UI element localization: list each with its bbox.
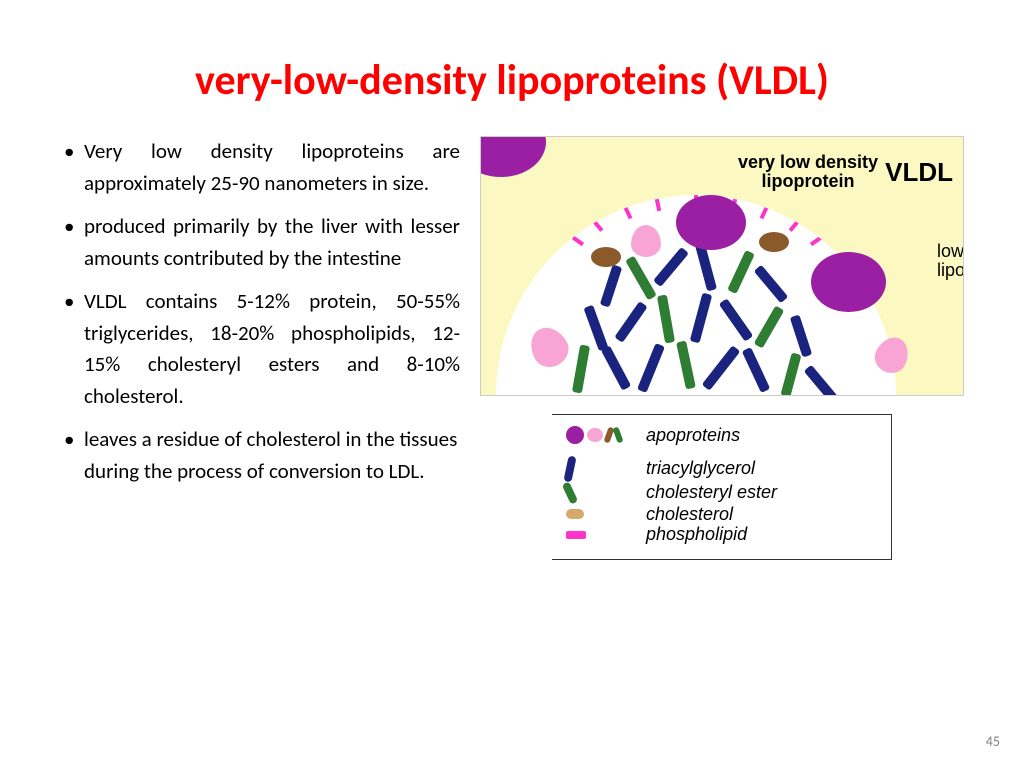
legend-label: apoproteins	[646, 425, 740, 446]
diagram-label-main: very low density lipoprotein	[738, 153, 878, 191]
legend-item: triacylglycerol	[566, 456, 877, 482]
legend-swatch	[566, 426, 636, 444]
legend-item: apoproteins	[566, 425, 877, 446]
diagram-label-abbr: VLDL	[885, 157, 953, 188]
slide-title: very-low-density lipoproteins (VLDL)	[60, 55, 964, 106]
diagram-label-line: lipo	[937, 260, 964, 280]
list-item: VLDL contains 5-12% protein, 50-55% trig…	[60, 286, 460, 412]
legend-item: cholesteryl ester	[566, 482, 877, 504]
apoprotein-shape	[591, 247, 621, 267]
slide: very-low-density lipoproteins (VLDL) Ver…	[0, 0, 1024, 768]
figure-column: very low density lipoprotein VLDL low li…	[480, 136, 964, 560]
legend-item: phospholipid	[566, 524, 877, 545]
legend-label: phospholipid	[646, 524, 747, 545]
legend-label: cholesterol	[646, 504, 733, 525]
diagram-label-side: low lipo	[937, 242, 964, 280]
list-item: leaves a residue of cholesterol in the t…	[60, 424, 460, 487]
list-item: produced primarily by the liver with les…	[60, 211, 460, 274]
bullet-list: Very low density lipoproteins are approx…	[60, 136, 460, 560]
list-item: Very low density lipoproteins are approx…	[60, 136, 460, 199]
legend-label: triacylglycerol	[646, 458, 755, 479]
diagram-label-line: very low density	[738, 152, 878, 172]
vldl-diagram: very low density lipoprotein VLDL low li…	[480, 136, 964, 396]
content-row: Very low density lipoproteins are approx…	[60, 136, 964, 560]
legend-swatch	[566, 456, 636, 482]
legend-swatch	[566, 509, 636, 519]
apoprotein-shape	[480, 136, 546, 177]
legend-box: apoproteins triacylglycerol cholesteryl …	[552, 414, 892, 560]
apoprotein-shape	[676, 195, 746, 250]
apoprotein-shape	[811, 252, 886, 312]
legend-swatch	[566, 531, 636, 539]
page-number: 45	[986, 733, 1000, 750]
legend-item: cholesterol	[566, 504, 877, 525]
diagram-label-line: lipoprotein	[761, 171, 854, 191]
legend-swatch	[566, 482, 636, 504]
apoprotein-shape	[631, 225, 661, 257]
diagram-label-line: low	[937, 241, 964, 261]
apoprotein-shape	[759, 232, 789, 252]
legend-label: cholesteryl ester	[646, 482, 777, 503]
